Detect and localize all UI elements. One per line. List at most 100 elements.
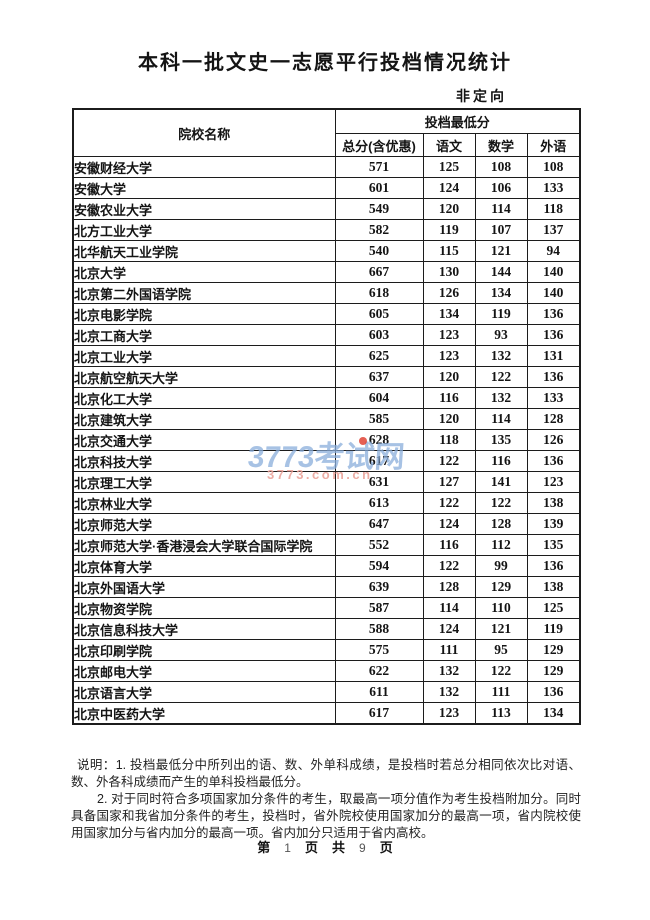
foreign-score-cell: 140: [526, 261, 581, 283]
foreign-score-cell: 108: [526, 156, 581, 178]
math-score-cell: 122: [474, 660, 528, 682]
table-row: 北京交通大学 628 118 135 126: [72, 429, 581, 451]
school-name-cell: 北华航天工业学院: [72, 240, 336, 262]
school-name-cell: 北京中医药大学: [72, 702, 336, 725]
chinese-score-cell: 134: [422, 303, 476, 325]
school-name-cell: 北方工业大学: [72, 219, 336, 241]
math-score-cell: 129: [474, 576, 528, 598]
math-score-cell: 112: [474, 534, 528, 556]
math-score-cell: 132: [474, 345, 528, 367]
foreign-score-cell: 123: [526, 471, 581, 493]
school-name-cell: 北京师范大学·香港浸会大学联合国际学院: [72, 534, 336, 556]
table-row: 安徽大学 601 124 106 133: [72, 177, 581, 199]
total-score-cell: 639: [334, 576, 424, 598]
chinese-score-cell: 122: [422, 492, 476, 514]
chinese-score-cell: 123: [422, 345, 476, 367]
chinese-score-cell: 120: [422, 198, 476, 220]
chinese-score-cell: 123: [422, 702, 476, 725]
chinese-score-cell: 111: [422, 639, 476, 661]
math-score-cell: 114: [474, 198, 528, 220]
total-score-cell: 647: [334, 513, 424, 535]
table-row: 北京航空航天大学 637 120 122 136: [72, 366, 581, 388]
col-header-chinese: 语文: [422, 133, 476, 157]
school-name-cell: 北京体育大学: [72, 555, 336, 577]
total-score-cell: 631: [334, 471, 424, 493]
school-name-cell: 安徽大学: [72, 177, 336, 199]
foreign-score-cell: 139: [526, 513, 581, 535]
chinese-score-cell: 127: [422, 471, 476, 493]
chinese-score-cell: 116: [422, 534, 476, 556]
table-row: 北京体育大学 594 122 99 136: [72, 555, 581, 577]
foreign-score-cell: 140: [526, 282, 581, 304]
chinese-score-cell: 124: [422, 177, 476, 199]
table-row: 北京第二外国语学院 618 126 134 140: [72, 282, 581, 304]
math-score-cell: 121: [474, 240, 528, 262]
table-row: 北京信息科技大学 588 124 121 119: [72, 618, 581, 640]
math-score-cell: 106: [474, 177, 528, 199]
footer-total-pages: 9: [359, 841, 366, 855]
chinese-score-cell: 125: [422, 156, 476, 178]
note-paragraph-1: 说明：1. 投档最低分中所列出的语、数、外单科成绩，是投档时若总分相同依次比对语…: [71, 758, 581, 789]
chinese-score-cell: 119: [422, 219, 476, 241]
table-row: 北京师范大学·香港浸会大学联合国际学院 552 116 112 135: [72, 534, 581, 556]
math-score-cell: 119: [474, 303, 528, 325]
school-name-cell: 北京化工大学: [72, 387, 336, 409]
school-name-cell: 北京航空航天大学: [72, 366, 336, 388]
foreign-score-cell: 136: [526, 450, 581, 472]
math-score-cell: 99: [474, 555, 528, 577]
math-score-cell: 122: [474, 366, 528, 388]
foreign-score-cell: 128: [526, 408, 581, 430]
chinese-score-cell: 126: [422, 282, 476, 304]
chinese-score-cell: 122: [422, 450, 476, 472]
col-header-math: 数学: [474, 133, 528, 157]
total-score-cell: 617: [334, 702, 424, 725]
school-name-cell: 北京师范大学: [72, 513, 336, 535]
chinese-score-cell: 132: [422, 660, 476, 682]
school-name-cell: 北京林业大学: [72, 492, 336, 514]
table-row: 北京建筑大学 585 120 114 128: [72, 408, 581, 430]
table-row: 北京师范大学 647 124 128 139: [72, 513, 581, 535]
footer-label-gong: 共: [332, 840, 346, 855]
table-header: 院校名称 投档最低分 总分(含优惠) 语文 数学 外语: [72, 108, 581, 157]
chinese-score-cell: 114: [422, 597, 476, 619]
math-score-cell: 111: [474, 681, 528, 703]
math-score-cell: 134: [474, 282, 528, 304]
total-score-cell: 611: [334, 681, 424, 703]
foreign-score-cell: 136: [526, 555, 581, 577]
table-row: 北京中医药大学 617 123 113 134: [72, 702, 581, 725]
foreign-score-cell: 126: [526, 429, 581, 451]
total-score-cell: 594: [334, 555, 424, 577]
foreign-score-cell: 129: [526, 660, 581, 682]
foreign-score-cell: 94: [526, 240, 581, 262]
chinese-score-cell: 130: [422, 261, 476, 283]
foreign-score-cell: 129: [526, 639, 581, 661]
total-score-cell: 575: [334, 639, 424, 661]
chinese-score-cell: 118: [422, 429, 476, 451]
total-score-cell: 549: [334, 198, 424, 220]
chinese-score-cell: 123: [422, 324, 476, 346]
school-name-cell: 北京语言大学: [72, 681, 336, 703]
col-header-min-score-group: 投档最低分: [334, 108, 581, 134]
foreign-score-cell: 133: [526, 177, 581, 199]
table-row: 北方工业大学 582 119 107 137: [72, 219, 581, 241]
foreign-score-cell: 131: [526, 345, 581, 367]
math-score-cell: 122: [474, 492, 528, 514]
total-score-cell: 613: [334, 492, 424, 514]
col-header-school-name: 院校名称: [72, 108, 336, 157]
chinese-score-cell: 122: [422, 555, 476, 577]
admission-score-table: 院校名称 投档最低分 总分(含优惠) 语文 数学 外语 安徽财经大学 571 1…: [72, 108, 582, 725]
chinese-score-cell: 116: [422, 387, 476, 409]
foreign-score-cell: 137: [526, 219, 581, 241]
total-score-cell: 582: [334, 219, 424, 241]
school-name-cell: 北京邮电大学: [72, 660, 336, 682]
math-score-cell: 108: [474, 156, 528, 178]
chinese-score-cell: 120: [422, 366, 476, 388]
total-score-cell: 552: [334, 534, 424, 556]
table-row: 安徽农业大学 549 120 114 118: [72, 198, 581, 220]
total-score-cell: 571: [334, 156, 424, 178]
total-score-cell: 587: [334, 597, 424, 619]
total-score-cell: 628: [334, 429, 424, 451]
school-name-cell: 北京电影学院: [72, 303, 336, 325]
